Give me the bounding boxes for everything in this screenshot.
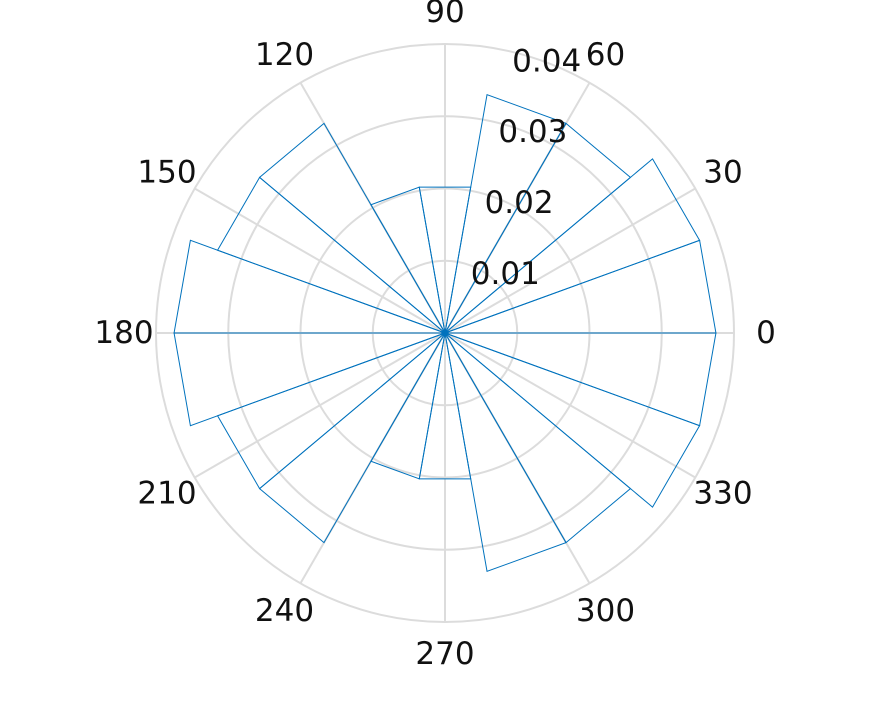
histogram-bin-120-140	[258, 122, 446, 334]
radial-tick-label-3: 0.03	[498, 114, 567, 150]
angle-tick-label-240: 240	[255, 593, 314, 629]
angle-tick-label-90: 90	[425, 0, 464, 30]
angular-gridline-150	[194, 187, 446, 334]
histogram-bin-140-160	[216, 176, 446, 334]
angle-tick-labels: 0 30 60 90 120 150 180 210 240 270 300 330	[94, 0, 775, 672]
radial-tick-label-1: 0.01	[471, 256, 540, 292]
angle-tick-label-30: 30	[703, 155, 742, 191]
angle-tick-label-300: 300	[576, 593, 635, 629]
angle-tick-label-180: 180	[94, 315, 153, 351]
angular-gridline-210	[194, 332, 446, 479]
angle-tick-label-60: 60	[586, 37, 625, 73]
radial-tick-label-2: 0.02	[485, 185, 554, 221]
angular-gridline-30	[444, 187, 696, 334]
radial-tick-label-4: 0.04	[512, 43, 581, 79]
histogram-bin-220-240	[258, 332, 446, 544]
angle-tick-label-210: 210	[137, 476, 196, 512]
histogram-bin-40-60	[444, 122, 632, 334]
angle-tick-label-0: 0	[756, 315, 776, 351]
histogram-bin-20-40	[444, 158, 701, 334]
histogram-bin-320-340	[444, 332, 701, 508]
histogram-bins	[173, 93, 717, 573]
histogram-bin-300-320	[444, 332, 632, 544]
angle-tick-label-270: 270	[415, 636, 474, 672]
histogram-bin-200-220	[216, 332, 446, 490]
histogram-bin-340-360	[444, 332, 717, 427]
angle-tick-label-120: 120	[255, 37, 314, 73]
angle-tick-label-150: 150	[137, 155, 196, 191]
angular-gridline-330	[444, 332, 696, 479]
radial-tick-labels: 0.01 0.02 0.03 0.04	[471, 43, 581, 292]
angle-tick-label-330: 330	[693, 476, 752, 512]
